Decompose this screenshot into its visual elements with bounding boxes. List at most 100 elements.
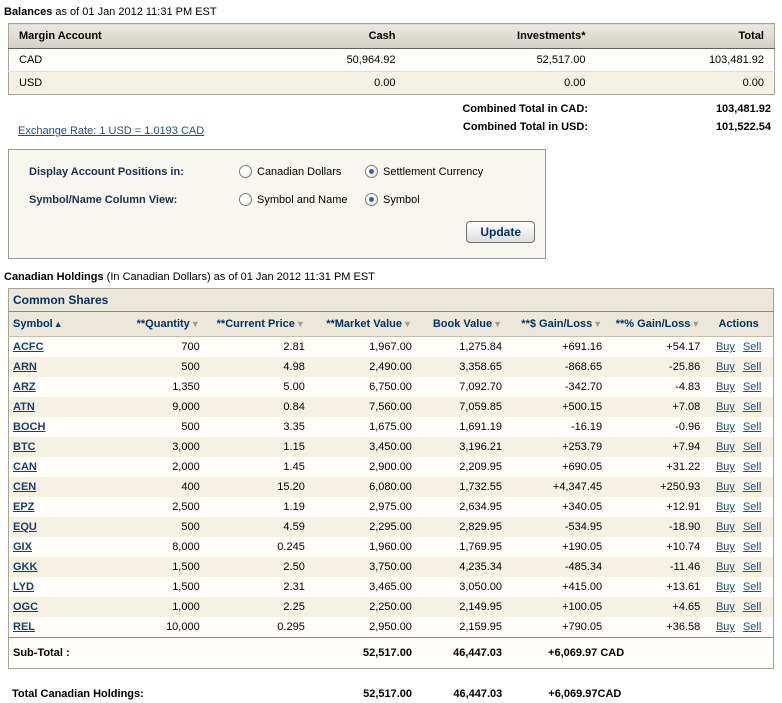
buy-link[interactable]: Buy <box>715 441 735 453</box>
sell-link[interactable]: Sell <box>742 581 762 593</box>
balances-title: Balances <box>4 6 53 18</box>
combined-cad-line: Combined Total in CAD: 103,481.92 <box>8 100 774 118</box>
symbol-link[interactable]: GIX <box>13 541 32 553</box>
cell-quantity: 8,000 <box>172 541 200 553</box>
sort-desc-icon: ▼ <box>593 319 603 329</box>
cell-price: 2.81 <box>283 341 305 353</box>
cell-symbol: ARZ <box>9 377 119 397</box>
exchange-rate-link[interactable]: Exchange Rate: 1 USD = 1.0193 CAD <box>18 125 205 137</box>
radio-button-icon[interactable] <box>239 165 252 178</box>
buy-link[interactable]: Buy <box>715 481 735 493</box>
symbol-link[interactable]: EPZ <box>13 501 35 513</box>
combined-usd-line: Combined Total in USD: 101,522.54 <box>8 118 774 136</box>
buy-link[interactable]: Buy <box>715 541 735 553</box>
sell-link[interactable]: Sell <box>742 341 762 353</box>
buy-link[interactable]: Buy <box>715 581 735 593</box>
cell-actions: Buy Sell <box>704 397 773 417</box>
sell-link[interactable]: Sell <box>742 381 762 393</box>
buy-link[interactable]: Buy <box>715 381 735 393</box>
col-header-dollar-gain[interactable]: **$ Gain/Loss▼ <box>506 311 607 337</box>
balances-heading: Balances as of 01 Jan 2012 11:31 PM EST <box>0 0 782 23</box>
balances-asof: as of 01 Jan 2012 11:31 PM EST <box>52 6 217 18</box>
cell-market_value: 3,465.00 <box>369 581 412 593</box>
cell-price: 0.245 <box>277 541 305 553</box>
margin-cell-total: 103,481.92 <box>708 54 764 66</box>
cell-market_value: 1,960.00 <box>369 541 412 553</box>
sort-desc-icon: ▼ <box>691 319 701 329</box>
sell-link[interactable]: Sell <box>742 401 762 413</box>
cell-price: 4.59 <box>283 521 305 533</box>
radio-button-icon[interactable] <box>365 193 378 206</box>
sell-link[interactable]: Sell <box>742 501 762 513</box>
margin-row-USD: USD 0.00 0.00 0.00 <box>8 71 775 95</box>
cell-symbol: OGC <box>9 597 119 617</box>
buy-link[interactable]: Buy <box>715 621 735 633</box>
symbol-link[interactable]: ARZ <box>13 381 36 393</box>
radio-settlement-currency-label: Settlement Currency <box>383 165 484 178</box>
sell-link[interactable]: Sell <box>742 561 762 573</box>
buy-link[interactable]: Buy <box>715 521 735 533</box>
cell-gain_pct: +31.22 <box>666 461 701 473</box>
sell-link[interactable]: Sell <box>742 461 762 473</box>
col-header-market-value[interactable]: **Market Value▼ <box>308 311 416 337</box>
col-header-symbol[interactable]: Symbol▲ <box>8 311 119 337</box>
col-label: **$ Gain/Loss <box>521 318 593 330</box>
sell-link[interactable]: Sell <box>742 541 762 553</box>
symbol-link[interactable]: ACFC <box>13 341 44 353</box>
sell-link[interactable]: Sell <box>742 481 762 493</box>
buy-link[interactable]: Buy <box>715 361 735 373</box>
buy-link[interactable]: Buy <box>715 421 735 433</box>
symbol-link[interactable]: GKK <box>13 561 38 573</box>
cell-quantity: 1,500 <box>172 581 200 593</box>
cell-market_value: 3,450.00 <box>369 441 412 453</box>
radio-canadian-dollars[interactable]: Canadian Dollars <box>239 165 365 178</box>
symbol-link[interactable]: BOCH <box>13 421 46 433</box>
symbol-link[interactable]: ARN <box>13 361 37 373</box>
symbol-link[interactable]: REL <box>13 621 35 633</box>
cell-price: 2.31 <box>283 581 305 593</box>
radio-symbol[interactable]: Symbol <box>365 193 420 206</box>
radio-settlement-currency[interactable]: Settlement Currency <box>365 165 483 178</box>
symbol-link[interactable]: LYD <box>13 581 34 593</box>
buy-link[interactable]: Buy <box>715 561 735 573</box>
sell-link[interactable]: Sell <box>742 621 762 633</box>
cell-gain_pct: +7.08 <box>672 401 701 413</box>
radio-button-icon[interactable] <box>365 165 378 178</box>
symbol-link[interactable]: BTC <box>13 441 36 453</box>
buy-link[interactable]: Buy <box>715 341 735 353</box>
cell-market_value: 6,750.00 <box>369 381 412 393</box>
sell-link[interactable]: Sell <box>742 601 762 613</box>
radio-symbol-and-name[interactable]: Symbol and Name <box>239 193 365 206</box>
buy-link[interactable]: Buy <box>715 461 735 473</box>
cell-market_value: 2,490.00 <box>369 361 412 373</box>
col-header-percent-gain[interactable]: **% Gain/Loss▼ <box>606 311 705 337</box>
cell-market_value: 6,080.00 <box>369 481 412 493</box>
symbol-link[interactable]: ATN <box>13 401 35 413</box>
buy-link[interactable]: Buy <box>715 401 735 413</box>
cell-gain_dollar: +500.15 <box>562 401 603 413</box>
cell-gain_pct: +36.58 <box>666 621 701 633</box>
cell-market_value: 3,750.00 <box>369 561 412 573</box>
sell-link[interactable]: Sell <box>742 361 762 373</box>
symbol-link[interactable]: CEN <box>13 481 37 493</box>
cell-gain_dollar: +691.16 <box>562 341 603 353</box>
radio-button-icon[interactable] <box>239 193 252 206</box>
cell-market_value: 2,250.00 <box>369 601 412 613</box>
sell-link[interactable]: Sell <box>742 441 762 453</box>
col-header-book-value[interactable]: Book Value▼ <box>415 311 507 337</box>
col-header-quantity[interactable]: **Quantity▼ <box>118 311 204 337</box>
buy-link[interactable]: Buy <box>715 501 735 513</box>
update-button[interactable]: Update <box>466 221 535 243</box>
symbol-link[interactable]: CAN <box>13 461 37 473</box>
radio-symbol-label: Symbol <box>383 193 420 206</box>
cell-book_value: 1,732.55 <box>459 481 503 493</box>
symbol-link[interactable]: OGC <box>13 601 39 613</box>
sell-link[interactable]: Sell <box>742 421 762 433</box>
symbol-link[interactable]: EQU <box>13 521 37 533</box>
cell-actions: Buy Sell <box>704 497 773 517</box>
grand-total-market-value: 52,517.00 <box>363 688 413 700</box>
col-header-current-price[interactable]: **Current Price▼ <box>203 311 309 337</box>
buy-link[interactable]: Buy <box>715 601 735 613</box>
sell-link[interactable]: Sell <box>742 521 762 533</box>
cell-book_value: 1,769.95 <box>459 541 503 553</box>
